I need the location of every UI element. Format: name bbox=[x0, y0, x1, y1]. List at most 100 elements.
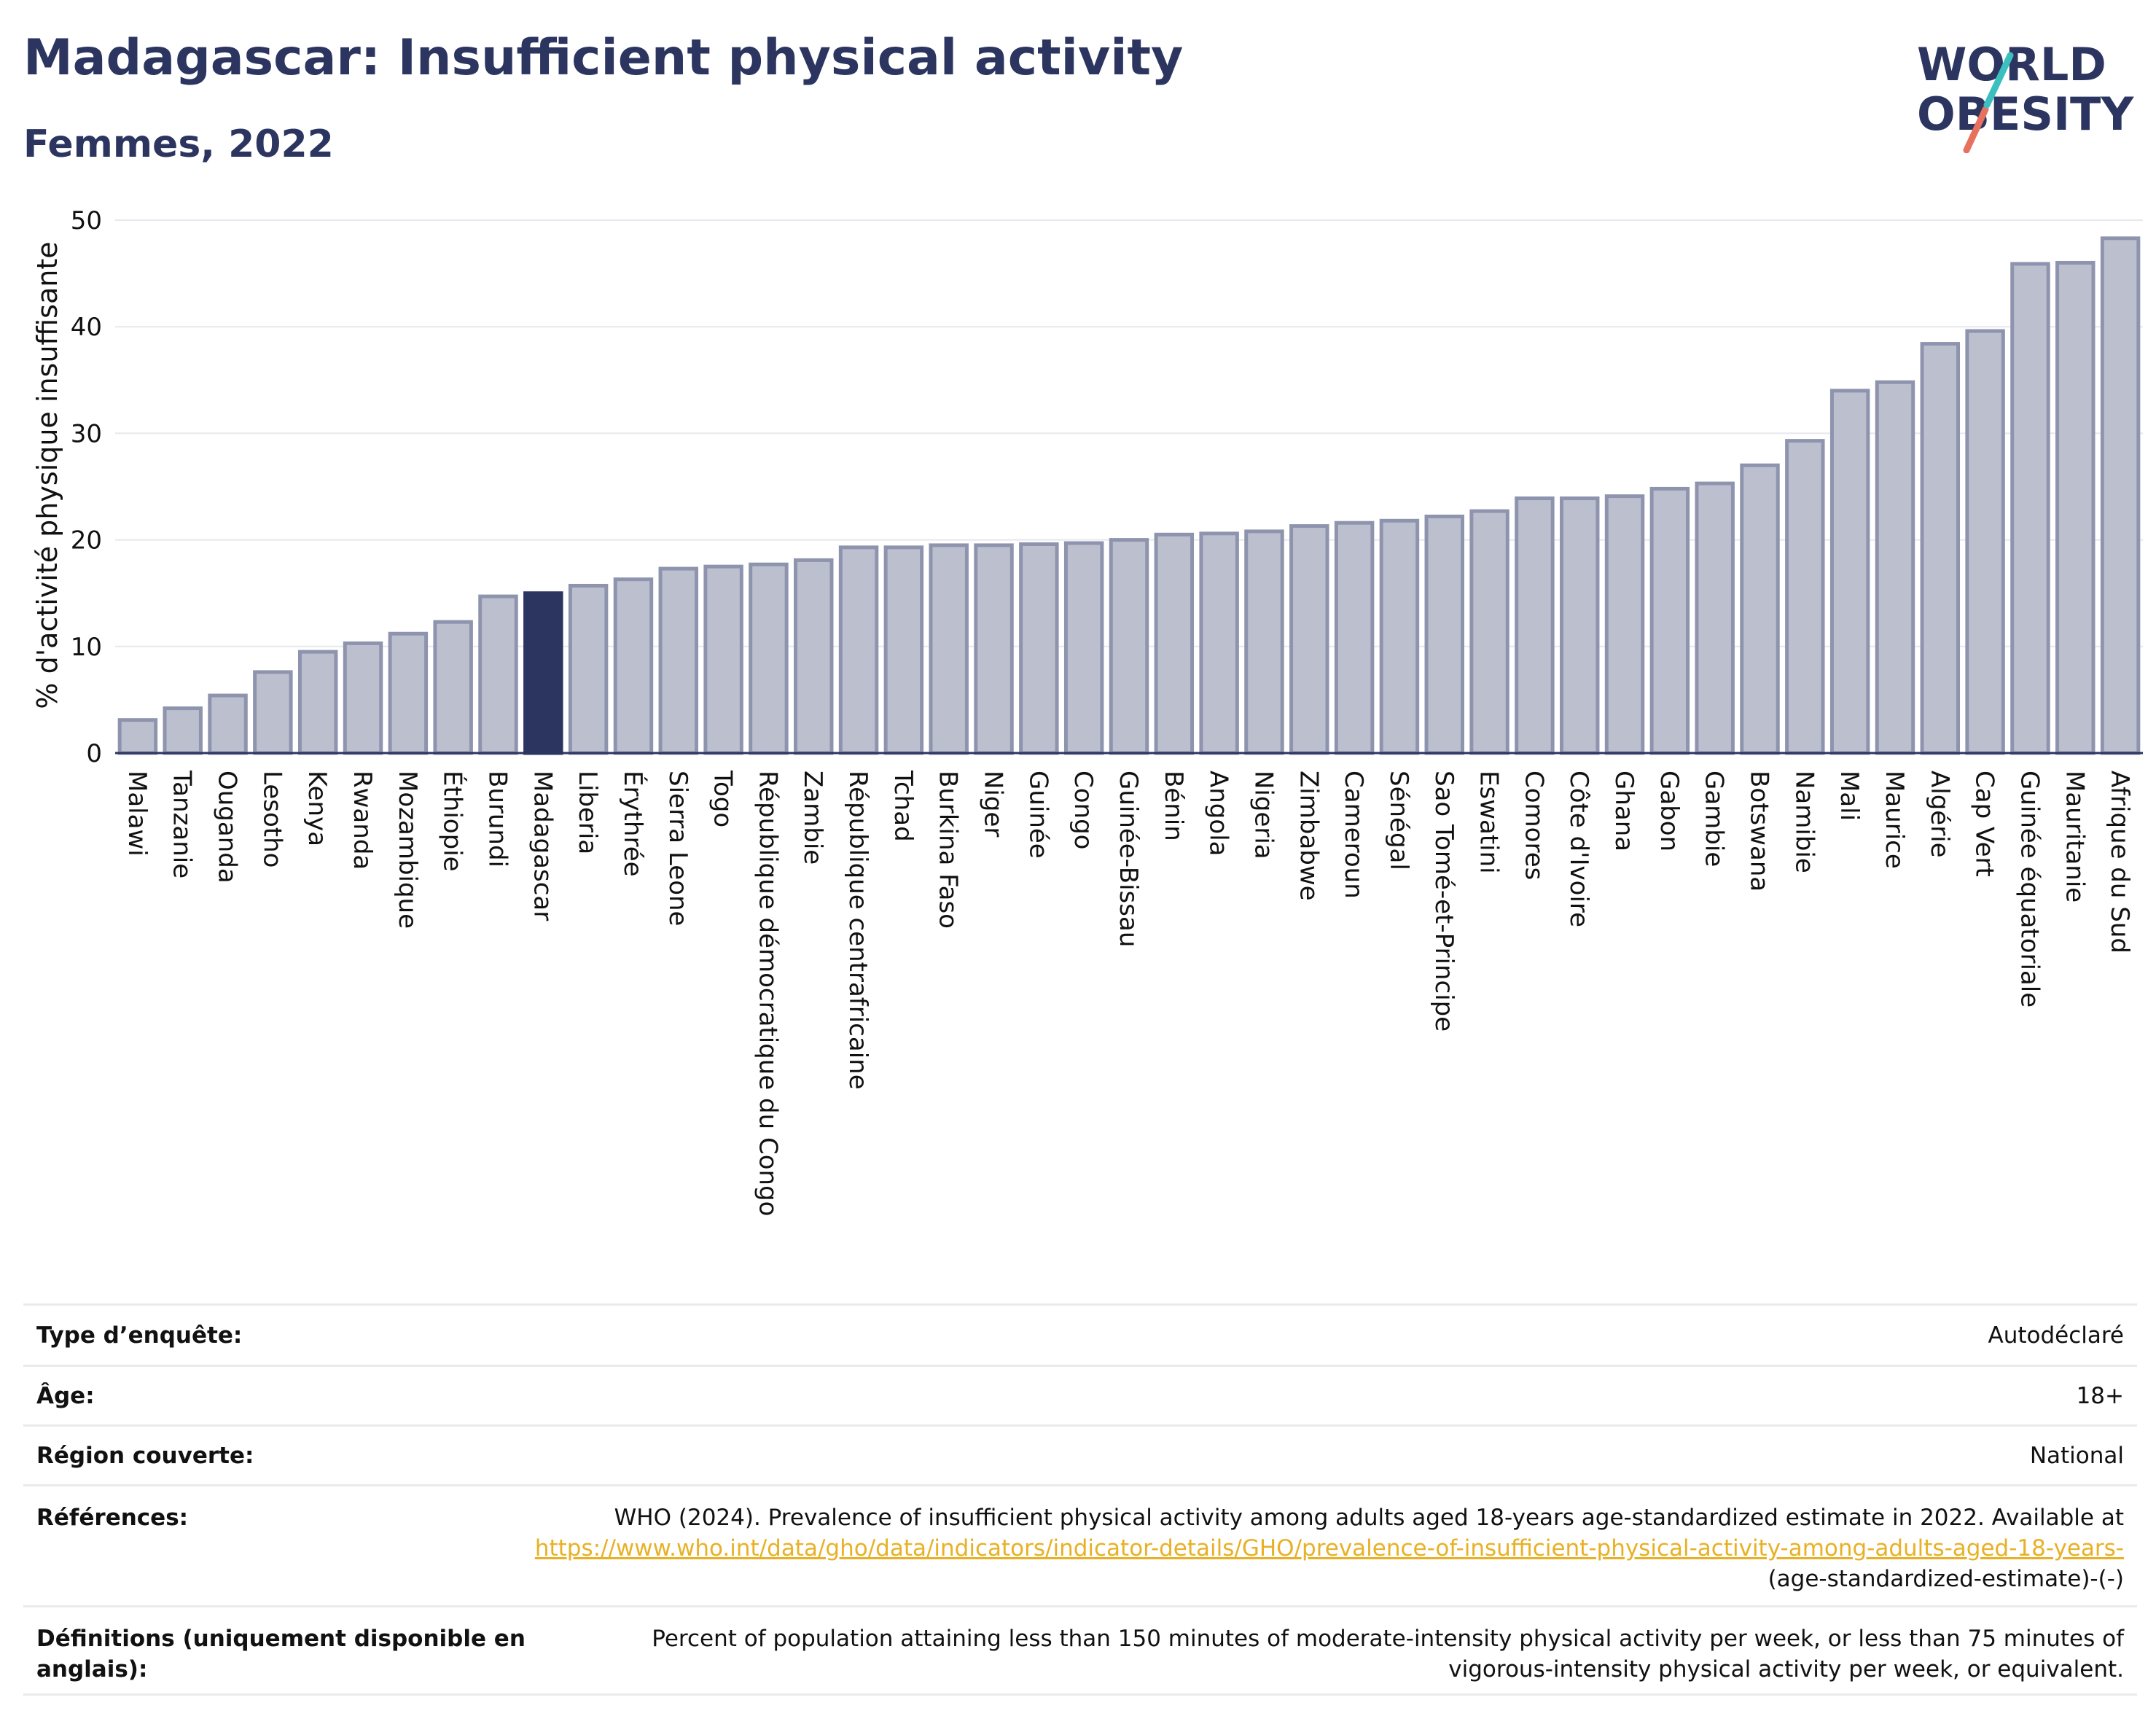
region-value: National bbox=[2029, 1442, 2124, 1469]
logo-line2: OBESITY bbox=[1917, 87, 2134, 141]
logo-line1: WORLD bbox=[1917, 38, 2106, 91]
bar-République centrafricaine bbox=[838, 545, 879, 755]
bar-Kenya bbox=[297, 650, 338, 755]
x-tick-label: République centrafricaine bbox=[843, 771, 872, 1090]
x-tick-label: Guinée équatoriale bbox=[2015, 771, 2044, 1007]
x-tick-label: Éthiopie bbox=[438, 771, 468, 872]
references-link[interactable]: https://www.who.int/data/gho/data/indica… bbox=[534, 1535, 2124, 1562]
bar-Tchad bbox=[883, 545, 924, 755]
x-tick-label: Algérie bbox=[1925, 771, 1954, 858]
bar-Sao Tomé-et-Principe bbox=[1424, 514, 1464, 755]
info-row-survey: Type d’enquête: Autodéclaré bbox=[23, 1303, 2137, 1365]
bar-Guinée équatoriale bbox=[2010, 262, 2050, 755]
survey-label: Type d’enquête: bbox=[36, 1322, 243, 1349]
region-label: Région couverte: bbox=[36, 1442, 254, 1469]
y-axis-label: % d'activité physique insuffisante bbox=[31, 241, 63, 709]
bar-Nigeria bbox=[1244, 529, 1284, 755]
x-tick-label: Burundi bbox=[483, 771, 512, 868]
bar-Niger bbox=[974, 543, 1014, 755]
x-tick-label: Botswana bbox=[1745, 771, 1774, 892]
x-tick-label: Mozambique bbox=[393, 771, 422, 929]
bar-Eswatini bbox=[1469, 509, 1509, 755]
y-tick-label: 30 bbox=[71, 419, 102, 448]
bar-Sierra Leone bbox=[658, 566, 699, 755]
x-tick-label: Gambie bbox=[1700, 771, 1729, 867]
x-tick-label: Mali bbox=[1835, 771, 1864, 821]
x-tick-label: Cameroun bbox=[1339, 771, 1368, 899]
bar-Algérie bbox=[1920, 342, 1961, 755]
bar-Comores bbox=[1515, 496, 1555, 755]
x-tick-label: Namibie bbox=[1789, 771, 1819, 873]
info-row-definitions: Définitions (uniquement disponible en an… bbox=[23, 1605, 2137, 1696]
bar-Mozambique bbox=[388, 631, 429, 755]
bar-Cameroun bbox=[1334, 520, 1375, 755]
x-tick-label: Niger bbox=[979, 771, 1008, 837]
y-axis-ticks: 0 10 20 30 40 50 bbox=[71, 206, 102, 768]
x-tick-label: Guinée-Bissau bbox=[1114, 771, 1143, 947]
bar-Maurice bbox=[1875, 380, 1915, 755]
x-tick-label: Bénin bbox=[1159, 771, 1188, 841]
bar-Bénin bbox=[1154, 532, 1195, 755]
survey-value: Autodéclaré bbox=[1988, 1322, 2124, 1349]
bar-Botswana bbox=[1740, 463, 1780, 755]
x-tick-label: Maurice bbox=[1880, 771, 1909, 869]
bar-Liberia bbox=[568, 583, 609, 755]
x-tick-label: Rwanda bbox=[348, 771, 377, 870]
x-tick-label: Malawi bbox=[122, 771, 152, 857]
world-obesity-logo: WORLD OBESITY bbox=[1917, 38, 2134, 153]
references-tail: (age-standardized-estimate)-(-) bbox=[1768, 1566, 2124, 1592]
bar-Madagascar bbox=[523, 591, 563, 755]
bar-Guinée-Bissau bbox=[1109, 538, 1149, 755]
x-tick-label: Sao Tomé-et-Principe bbox=[1429, 771, 1458, 1032]
bar-République démocratique du Congo bbox=[749, 562, 789, 755]
bar-Sénégal bbox=[1379, 518, 1420, 755]
x-tick-label: Sierra Leone bbox=[663, 771, 692, 926]
bar-Ouganda bbox=[208, 693, 248, 755]
y-tick-label: 50 bbox=[71, 206, 102, 235]
bar-Mali bbox=[1829, 389, 1870, 755]
bar-Guinée bbox=[1019, 542, 1059, 755]
bar-Érythrée bbox=[613, 577, 654, 755]
bar-Rwanda bbox=[343, 641, 383, 755]
x-tick-label: République démocratique du Congo bbox=[753, 771, 782, 1216]
bar-Congo bbox=[1063, 541, 1104, 755]
bar-Burundi bbox=[478, 594, 518, 755]
logo-slash-coral bbox=[1963, 106, 1989, 153]
bar-Zimbabwe bbox=[1289, 524, 1329, 755]
x-tick-label: Zambie bbox=[798, 771, 827, 865]
x-tick-label: Ouganda bbox=[213, 771, 242, 884]
bar-chart: 0 10 20 30 40 50 Malawi Tanzanie Ouganda Lesotho… bbox=[31, 206, 2143, 1216]
x-tick-label: Tanzanie bbox=[168, 770, 197, 878]
x-tick-label: Eswatini bbox=[1475, 771, 1504, 874]
x-tick-label: Tchad bbox=[888, 770, 918, 842]
x-tick-label: Angola bbox=[1204, 771, 1233, 856]
x-tick-label: Côte d'Ivoire bbox=[1564, 771, 1593, 927]
x-axis-ticks: Malawi Tanzanie Ouganda Lesotho Kenya Rwanda M… bbox=[122, 770, 2134, 1216]
y-tick-label: 0 bbox=[86, 739, 102, 768]
info-row-region: Région couverte: National bbox=[23, 1424, 2137, 1484]
x-tick-label: Madagascar bbox=[528, 771, 557, 921]
definitions-label: Définitions (uniquement disponible en an… bbox=[36, 1626, 526, 1683]
bar-Lesotho bbox=[253, 670, 293, 755]
x-tick-label: Burkina Faso bbox=[934, 771, 963, 929]
page-title: Madagascar: Insufficient physical activi… bbox=[23, 29, 1184, 87]
references-value: WHO (2024). Prevalence of insufficient p… bbox=[520, 1502, 2124, 1594]
x-tick-label: Sénégal bbox=[1384, 771, 1413, 870]
x-tick-label: Mauritanie bbox=[2060, 771, 2089, 902]
bar-Éthiopie bbox=[433, 620, 473, 755]
x-tick-label: Lesotho bbox=[257, 771, 286, 868]
x-tick-label: Afrique du Sud bbox=[2105, 771, 2134, 954]
x-tick-label: Kenya bbox=[302, 771, 332, 846]
x-tick-label: Congo bbox=[1069, 771, 1098, 849]
bar-Mauritanie bbox=[2055, 260, 2096, 755]
references-label: Références: bbox=[36, 1505, 189, 1531]
y-tick-label: 20 bbox=[71, 526, 102, 555]
age-label: Âge: bbox=[36, 1382, 95, 1409]
x-tick-label: Zimbabwe bbox=[1294, 771, 1323, 901]
x-tick-label: Ghana bbox=[1609, 771, 1639, 851]
bar-Côte d'Ivoire bbox=[1559, 496, 1600, 755]
bar-Togo bbox=[703, 564, 743, 755]
bar-Zambie bbox=[794, 558, 834, 755]
bar-Tanzanie bbox=[163, 706, 203, 755]
x-tick-label: Togo bbox=[708, 770, 738, 827]
